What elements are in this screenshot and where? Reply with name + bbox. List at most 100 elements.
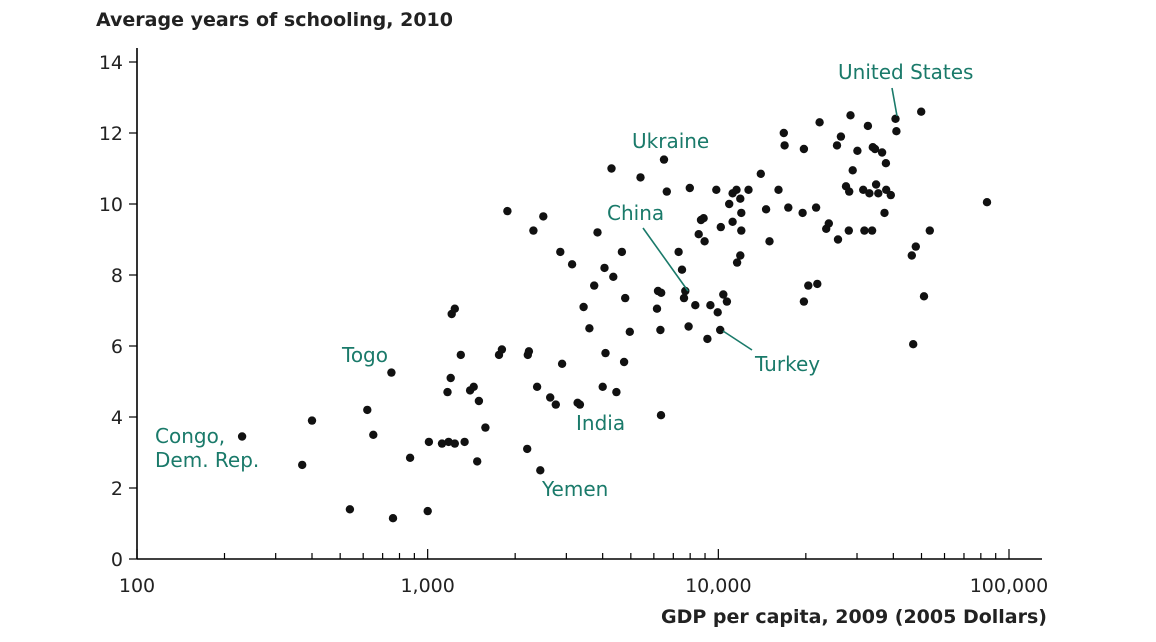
annotation-india: India <box>576 411 625 435</box>
data-point <box>424 437 434 447</box>
data-point <box>728 217 737 226</box>
data-point <box>703 334 712 344</box>
data-point <box>345 505 355 514</box>
data-point <box>815 118 824 127</box>
data-point <box>405 453 415 462</box>
y-tick-label-6: 6 <box>111 336 123 358</box>
data-point <box>780 141 789 150</box>
data-point <box>685 183 694 193</box>
data-point <box>836 132 846 141</box>
data-point <box>874 189 883 198</box>
y-tick-label-0: 0 <box>111 549 123 571</box>
data-point <box>722 297 732 306</box>
data-point <box>798 208 807 218</box>
data-point <box>607 164 616 173</box>
data-point <box>617 247 627 257</box>
data-point <box>845 187 854 196</box>
data-point <box>700 237 709 246</box>
data-point <box>679 293 689 303</box>
data-point <box>298 460 307 470</box>
data-point <box>732 185 741 194</box>
data-point <box>865 189 874 198</box>
data-point <box>363 405 372 415</box>
leader-united-states <box>891 87 898 117</box>
data-point <box>621 293 630 303</box>
data-point <box>736 194 745 203</box>
data-point <box>737 226 746 235</box>
data-point <box>674 247 683 257</box>
data-point <box>307 416 317 425</box>
data-point <box>677 265 687 274</box>
data-point <box>575 400 585 409</box>
data-point <box>612 387 621 397</box>
data-point <box>601 348 610 358</box>
data-point <box>761 205 771 214</box>
data-point <box>523 444 532 454</box>
data-point <box>619 357 629 367</box>
data-point <box>744 185 753 194</box>
data-point <box>659 155 669 164</box>
leader-turkey <box>722 330 753 351</box>
data-point <box>870 144 880 154</box>
data-point <box>736 251 745 260</box>
data-point <box>450 439 459 448</box>
annotation-togo: Togo <box>341 343 388 367</box>
data-point <box>481 423 490 432</box>
data-point <box>656 325 665 335</box>
x-tick-label-100000: 100,000 <box>970 575 1049 597</box>
y-tick-label-14: 14 <box>99 52 123 74</box>
data-point <box>529 226 538 235</box>
data-point <box>925 226 934 235</box>
data-point <box>469 382 478 391</box>
data-point <box>716 222 725 232</box>
y-tick-label-4: 4 <box>111 407 123 429</box>
data-point <box>609 272 618 281</box>
annotations: Congo, Dem. Rep. Togo India Yemen Ukrain… <box>155 60 973 501</box>
data-point <box>813 279 822 289</box>
data-point <box>737 208 746 218</box>
data-point <box>716 325 725 335</box>
x-axis-title: GDP per capita, 2009 (2005 Dollars) <box>661 606 1047 628</box>
annotation-turkey: Turkey <box>754 352 820 376</box>
data-point <box>880 208 889 218</box>
data-point <box>732 258 742 267</box>
leader-china <box>642 227 689 292</box>
data-point <box>911 242 920 251</box>
data-points <box>237 107 992 523</box>
data-point <box>917 107 926 116</box>
data-point <box>891 114 900 124</box>
data-point <box>443 387 452 397</box>
data-point <box>853 146 862 155</box>
data-point <box>446 373 455 383</box>
data-point <box>799 297 809 306</box>
y-axis-title: Average years of schooling, 2010 <box>96 9 453 31</box>
data-point <box>859 185 868 194</box>
data-point <box>450 304 459 313</box>
data-point <box>919 292 929 301</box>
data-point <box>765 237 774 246</box>
data-point <box>779 128 788 138</box>
data-point <box>556 247 565 257</box>
annotation-china: China <box>607 201 664 225</box>
data-point <box>423 506 432 516</box>
data-point <box>719 290 728 299</box>
data-point <box>886 190 895 200</box>
data-point <box>652 304 662 313</box>
data-point <box>848 166 857 175</box>
y-tick-label-12: 12 <box>99 123 123 145</box>
x-tick-label-10000: 10,000 <box>685 575 751 597</box>
y-tick-label-2: 2 <box>111 478 123 500</box>
data-point <box>585 324 594 333</box>
data-point <box>388 514 398 523</box>
annotation-congo-line2: Dem. Rep. <box>155 448 259 472</box>
data-point <box>982 198 992 207</box>
data-point <box>503 206 512 216</box>
data-point <box>387 368 396 377</box>
data-point <box>684 322 693 331</box>
data-point <box>536 466 545 475</box>
data-point <box>867 226 877 235</box>
annotation-united-states: United States <box>838 60 973 84</box>
data-point <box>590 281 599 290</box>
data-point <box>539 212 548 221</box>
